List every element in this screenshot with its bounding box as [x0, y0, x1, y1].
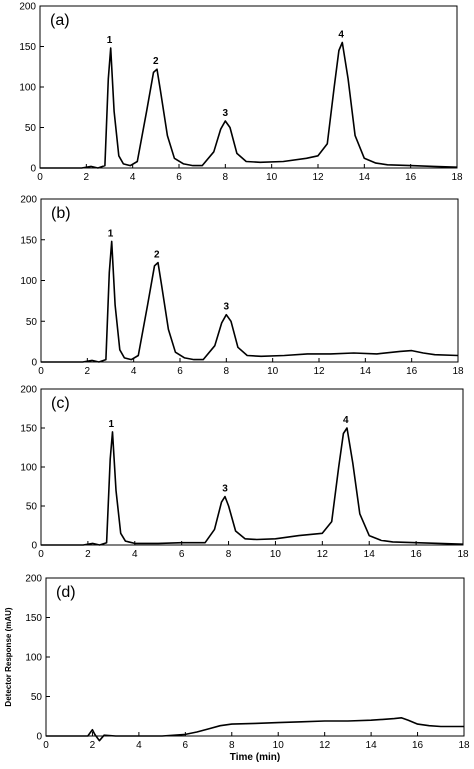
y-axis-title: Detector Response (mAU) — [4, 607, 13, 706]
peak-label: 3 — [223, 108, 229, 119]
x-tick-label: 16 — [405, 172, 417, 183]
x-tick-label: 14 — [366, 740, 378, 751]
x-tick-label: 6 — [177, 366, 183, 377]
panel-label: (b) — [51, 205, 71, 222]
x-tick-label: 8 — [224, 366, 230, 377]
x-tick-label: 8 — [226, 549, 232, 560]
x-tick-label: 12 — [317, 549, 329, 560]
x-tick-label: 12 — [319, 740, 331, 751]
y-tick-label: 150 — [20, 235, 37, 246]
plot-frame — [40, 388, 464, 546]
x-tick-label: 4 — [136, 740, 142, 751]
x-tick-label: 16 — [412, 740, 424, 751]
peak-label: 1 — [108, 228, 114, 239]
y-tick-label: 150 — [20, 424, 37, 435]
x-tick-label: 10 — [266, 172, 278, 183]
x-tick-label: 16 — [411, 549, 423, 560]
x-tick-label: 14 — [364, 549, 376, 560]
y-tick-label: 50 — [26, 502, 38, 513]
y-tick-label: 200 — [19, 2, 36, 13]
x-tick-label: 0 — [37, 172, 43, 183]
x-tick-label: 6 — [179, 549, 185, 560]
peak-label: 3 — [222, 484, 228, 495]
x-tick-label: 16 — [406, 366, 418, 377]
x-tick-label: 2 — [85, 549, 91, 560]
x-tick-label: 0 — [38, 549, 44, 560]
y-tick-label: 0 — [30, 164, 36, 175]
y-tick-label: 50 — [25, 123, 37, 134]
x-tick-label: 14 — [359, 172, 371, 183]
series-line — [46, 716, 464, 742]
y-tick-label: 50 — [26, 317, 38, 328]
y-tick-label: 0 — [31, 358, 37, 369]
peak-label: 1 — [107, 35, 113, 46]
x-tick-label: 10 — [267, 366, 279, 377]
plot-frame — [40, 198, 459, 363]
y-tick-label: 0 — [31, 541, 37, 552]
x-tick-label: 18 — [451, 172, 463, 183]
x-tick-label: 2 — [84, 172, 90, 183]
chart-panel-4: 0 2 4 6 8 10 12 14 16 18 0 50 100 150 200 (d) Time (min)… — [4, 574, 470, 764]
peak-label: 2 — [154, 250, 160, 261]
peak-label: 4 — [343, 415, 349, 426]
plot-frame — [45, 577, 465, 737]
peak-label: 2 — [153, 56, 159, 67]
x-tick-label: 18 — [457, 549, 469, 560]
x-tick-label: 12 — [313, 366, 325, 377]
y-tick-label: 200 — [20, 385, 37, 396]
x-tick-label: 6 — [176, 172, 182, 183]
chart-panel-3: 0 2 4 6 8 10 12 14 16 18 0 50 100 150 200 (c) 1 3 4 — [20, 385, 469, 561]
plot-frame — [39, 5, 458, 169]
y-tick-label: 100 — [20, 276, 37, 287]
x-tick-label: 0 — [38, 366, 44, 377]
x-tick-label: 4 — [132, 549, 138, 560]
y-tick-label: 50 — [31, 692, 43, 703]
panel-label: (c) — [51, 395, 70, 412]
y-tick-label: 200 — [20, 195, 37, 206]
x-tick-label: 2 — [85, 366, 91, 377]
y-tick-label: 100 — [20, 463, 37, 474]
y-tick-label: 150 — [19, 42, 36, 53]
peak-label: 4 — [338, 29, 344, 40]
x-tick-label: 18 — [452, 366, 464, 377]
y-tick-label: 150 — [25, 613, 42, 624]
panel-label: (a) — [50, 12, 70, 29]
x-tick-label: 2 — [90, 740, 96, 751]
x-tick-label: 12 — [312, 172, 324, 183]
y-tick-label: 100 — [25, 653, 42, 664]
x-tick-label: 10 — [270, 549, 282, 560]
x-tick-label: 4 — [130, 172, 136, 183]
peak-label: 1 — [109, 419, 115, 430]
y-tick-label: 0 — [36, 732, 42, 743]
x-tick-label: 8 — [229, 740, 235, 751]
series-line — [41, 240, 459, 363]
series-line — [41, 427, 464, 546]
y-tick-label: 100 — [19, 83, 36, 94]
panel-label: (d) — [56, 584, 76, 601]
x-tick-label: 4 — [131, 366, 137, 377]
x-axis-title: Time (min) — [230, 752, 280, 763]
series-line — [40, 41, 458, 169]
peak-label: 3 — [224, 302, 230, 313]
x-tick-label: 8 — [223, 172, 229, 183]
x-tick-label: 18 — [458, 740, 470, 751]
x-tick-label: 10 — [273, 740, 285, 751]
x-tick-label: 0 — [43, 740, 49, 751]
y-tick-label: 200 — [25, 574, 42, 585]
x-tick-label: 14 — [360, 366, 372, 377]
x-tick-label: 6 — [183, 740, 189, 751]
